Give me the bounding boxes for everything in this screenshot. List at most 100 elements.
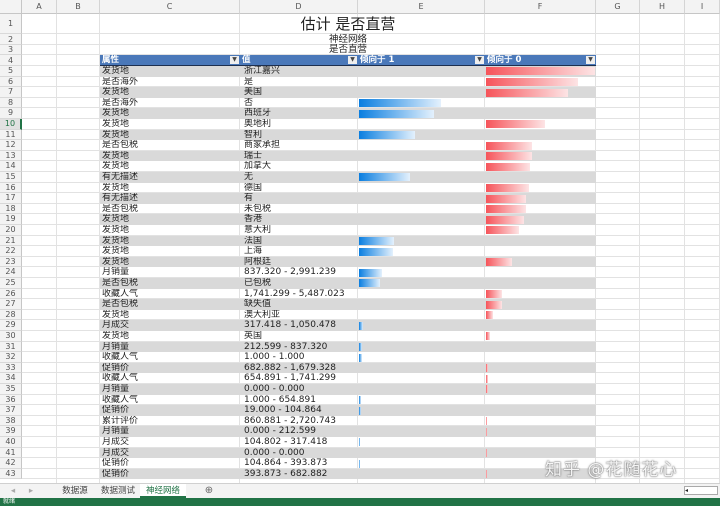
row-header[interactable]: 12 <box>0 140 22 151</box>
attribute-cell[interactable]: 是否包税 <box>102 140 139 151</box>
value-cell[interactable]: 澳大利亚 <box>244 309 281 320</box>
value-cell[interactable]: 是 <box>244 76 254 87</box>
row-header[interactable]: 16 <box>0 182 22 194</box>
row-header[interactable]: 39 <box>0 426 22 437</box>
attribute-cell[interactable]: 收藏人气 <box>102 352 139 363</box>
value-cell[interactable]: 1,741.299 - 5,487.023 <box>244 288 345 299</box>
value-cell[interactable]: 104.864 - 393.873 <box>244 458 328 469</box>
row-header[interactable]: 36 <box>0 394 22 406</box>
attribute-cell[interactable]: 月成交 <box>102 447 130 458</box>
row-header[interactable]: 5 <box>0 66 22 77</box>
value-cell[interactable]: 212.599 - 837.320 <box>244 341 328 352</box>
value-cell[interactable]: 104.802 - 317.418 <box>244 437 328 447</box>
column-header[interactable]: C <box>100 0 240 14</box>
attribute-cell[interactable]: 发货地 <box>102 256 130 267</box>
horizontal-scrollbar[interactable]: ◂ <box>684 486 718 495</box>
attribute-cell[interactable]: 发货地 <box>102 182 130 193</box>
attribute-cell[interactable]: 发货地 <box>102 66 130 76</box>
attribute-cell[interactable]: 有无描述 <box>102 172 139 182</box>
attribute-cell[interactable]: 发货地 <box>102 129 130 140</box>
row-header[interactable]: 38 <box>0 415 22 427</box>
value-cell[interactable]: 意大利 <box>244 225 272 235</box>
header-favors-1[interactable]: 倾向于 1 ▼ <box>358 55 485 66</box>
row-header[interactable]: 43 <box>0 468 22 480</box>
attribute-cell[interactable]: 发货地 <box>102 87 130 98</box>
row-header[interactable]: 3 <box>0 45 22 55</box>
attribute-cell[interactable]: 促销价 <box>102 362 130 373</box>
row-header[interactable]: 31 <box>0 341 22 353</box>
value-cell[interactable]: 上海 <box>244 246 263 257</box>
row-header[interactable]: 27 <box>0 299 22 310</box>
attribute-cell[interactable]: 发货地 <box>102 108 130 119</box>
value-cell[interactable]: 香港 <box>244 214 263 225</box>
header-value[interactable]: 值 ▼ <box>240 55 358 66</box>
row-header[interactable]: 15 <box>0 172 22 183</box>
value-cell[interactable]: 393.873 - 682.882 <box>244 468 328 479</box>
value-cell[interactable]: 智利 <box>244 129 263 140</box>
value-cell[interactable]: 瑞士 <box>244 150 263 161</box>
row-header[interactable]: 35 <box>0 384 22 395</box>
value-cell[interactable]: 已包税 <box>244 278 272 288</box>
attribute-cell[interactable]: 发货地 <box>102 309 130 320</box>
attribute-cell[interactable]: 是否包税 <box>102 299 139 310</box>
value-cell[interactable]: 商家承担 <box>244 140 281 151</box>
row-header[interactable]: 13 <box>0 150 22 162</box>
column-header[interactable]: G <box>596 0 640 14</box>
row-header[interactable]: 20 <box>0 225 22 236</box>
attribute-cell[interactable]: 发货地 <box>102 119 130 129</box>
filter-dropdown-icon[interactable]: ▼ <box>586 56 595 64</box>
value-cell[interactable]: 0.000 - 0.000 <box>244 384 305 394</box>
value-cell[interactable]: 德国 <box>244 182 263 193</box>
value-cell[interactable]: 1.000 - 654.891 <box>244 394 316 405</box>
row-header[interactable]: 42 <box>0 458 22 469</box>
attribute-cell[interactable]: 促销价 <box>102 458 130 469</box>
attribute-cell[interactable]: 发货地 <box>102 150 130 161</box>
row-header[interactable]: 28 <box>0 309 22 321</box>
attribute-cell[interactable]: 发货地 <box>102 225 130 235</box>
filter-dropdown-icon[interactable]: ▼ <box>348 56 357 64</box>
column-header[interactable]: B <box>57 0 100 14</box>
attribute-cell[interactable]: 促销价 <box>102 468 130 479</box>
value-cell[interactable]: 0.000 - 0.000 <box>244 447 305 458</box>
attribute-cell[interactable]: 收藏人气 <box>102 373 139 384</box>
row-header[interactable]: 1 <box>0 14 22 34</box>
attribute-cell[interactable]: 有无描述 <box>102 193 139 204</box>
row-header[interactable]: 6 <box>0 76 22 88</box>
attribute-cell[interactable]: 是否海外 <box>102 76 139 87</box>
column-header[interactable]: F <box>485 0 596 14</box>
row-header[interactable]: 23 <box>0 256 22 268</box>
value-cell[interactable]: 未包税 <box>244 203 272 214</box>
row-header[interactable]: 9 <box>0 108 22 119</box>
row-header[interactable]: 14 <box>0 161 22 172</box>
sheet-tab-data-source[interactable]: 数据源 <box>62 486 88 496</box>
value-cell[interactable]: 加拿大 <box>244 161 272 172</box>
attribute-cell[interactable]: 累计评价 <box>102 415 139 426</box>
attribute-cell[interactable]: 月销量 <box>102 267 130 278</box>
attribute-cell[interactable]: 是否海外 <box>102 97 139 108</box>
column-header[interactable]: H <box>640 0 685 14</box>
row-header[interactable]: 4 <box>0 55 22 66</box>
tab-scroll-right[interactable]: ▸ <box>28 486 34 496</box>
attribute-cell[interactable]: 月成交 <box>102 320 130 331</box>
row-header[interactable]: 11 <box>0 129 22 141</box>
row-header[interactable]: 7 <box>0 87 22 98</box>
value-cell[interactable]: 法国 <box>244 235 263 246</box>
row-header[interactable]: 17 <box>0 193 22 204</box>
attribute-cell[interactable]: 发货地 <box>102 235 130 246</box>
row-header[interactable]: 2 <box>0 34 22 45</box>
value-cell[interactable]: 浙江嘉兴 <box>244 66 281 76</box>
attribute-cell[interactable]: 月销量 <box>102 341 130 352</box>
filter-dropdown-icon[interactable]: ▼ <box>230 56 239 64</box>
value-cell[interactable]: 奥地利 <box>244 119 272 129</box>
value-cell[interactable]: 缺失值 <box>244 299 272 310</box>
tab-scroll-left[interactable]: ◂ <box>10 486 16 496</box>
value-cell[interactable]: 19.000 - 104.864 <box>244 405 322 416</box>
attribute-cell[interactable]: 是否包税 <box>102 203 139 214</box>
value-cell[interactable]: 英国 <box>244 331 263 341</box>
value-cell[interactable]: 无 <box>244 172 254 182</box>
filter-dropdown-icon[interactable]: ▼ <box>475 56 484 64</box>
column-header[interactable]: D <box>240 0 358 14</box>
sheet-tab-data-test[interactable]: 数据测试 <box>100 486 135 496</box>
value-cell[interactable]: 美国 <box>244 87 263 98</box>
column-header[interactable]: E <box>358 0 485 14</box>
